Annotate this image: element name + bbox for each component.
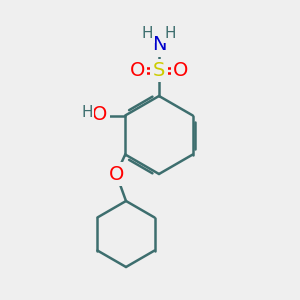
Text: N: N [152, 35, 166, 55]
Text: H: H [81, 105, 93, 120]
Text: O: O [173, 61, 188, 80]
Text: O: O [130, 61, 145, 80]
Text: O: O [109, 164, 124, 184]
Text: O: O [92, 104, 107, 124]
Text: S: S [153, 61, 165, 80]
Text: H: H [165, 26, 176, 41]
Text: H: H [142, 26, 153, 41]
